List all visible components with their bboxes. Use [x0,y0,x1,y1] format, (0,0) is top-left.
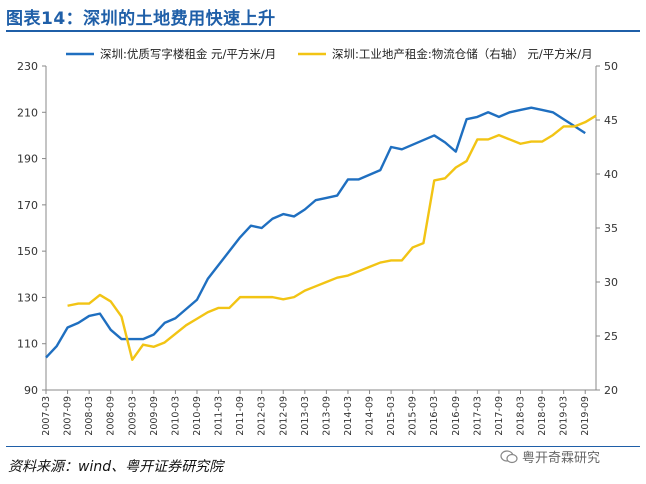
line-chart: 90 110 130 150 170 190 210 230 20 25 30 35 40 45 50 200… [17,47,618,436]
y-left-tick-label: 90 [24,384,38,397]
wechat-icon [500,449,518,463]
x-tick-label: 2017-09 [494,396,505,436]
x-tick-label: 2015-03 [386,396,397,436]
x-tick-label: 2018-09 [537,396,548,436]
y-right-tick-label: 45 [604,114,618,127]
y-left-tick-label: 130 [17,291,38,304]
source-note: 资料来源：wind、粤开证券研究院 [8,459,224,475]
x-tick-label: 2018-03 [516,396,527,436]
title-divider [6,30,640,32]
x-tick-label: 2009-03 [127,396,138,436]
x-tick-label: 2011-03 [214,396,225,436]
y-left-tick-label: 210 [17,106,38,119]
watermark-text: 粤开奇霖研究 [522,451,601,466]
x-tick-label: 2015-09 [408,396,419,436]
x-tick-label: 2014-03 [343,396,354,436]
x-tick-label: 2019-09 [580,396,591,436]
y-right-tick-label: 30 [604,276,618,289]
x-tick-label: 2019-03 [559,396,570,436]
x-tick-label: 2008-09 [106,396,117,436]
y-right-tick-label: 20 [604,384,618,397]
y-left-tick-label: 190 [17,153,38,166]
x-tick-label: 2012-03 [257,396,268,436]
x-tick-label: 2016-09 [451,396,462,436]
x-tick-label: 2010-03 [170,396,181,436]
x-tick-label: 2009-09 [149,396,160,436]
y-right-tick-label: 35 [604,222,618,235]
x-tick-label: 2010-09 [192,396,203,436]
watermark: 粤开奇霖研究 [500,447,600,466]
series-office-rent-line [45,106,586,359]
chart-title: 图表14：深圳的土地费用快速上升 [6,9,276,29]
y-left-tick-label: 170 [17,199,38,212]
chart-legend: 深圳:优质写字楼租金 元/平方米/月 深圳:工业地产租金:物流仓储（右轴） 元/平… [66,47,593,61]
x-tick-label: 2017-03 [472,396,483,436]
x-tick-label: 2007-09 [63,396,74,436]
footer-divider [6,446,640,447]
x-tick-label: 2013-09 [321,396,332,436]
y-left-tick-label: 110 [17,338,38,351]
y-left-tick-label: 150 [17,245,38,258]
x-tick-label: 2013-03 [300,396,311,436]
chart-axes: 90 110 130 150 170 190 210 230 20 25 30 35 40 45 50 200… [17,60,618,436]
y-left-tick-label: 230 [17,60,38,73]
x-tick-label: 2012-09 [278,396,289,436]
y-right-tick-label: 50 [604,60,618,73]
x-tick-label: 2011-09 [235,396,246,436]
series-logistics-rent-line [67,114,597,361]
y-right-tick-label: 40 [604,168,618,181]
x-tick-label: 2014-09 [365,396,376,436]
x-tick-label: 2007-03 [41,396,52,436]
x-tick-label: 2016-03 [429,396,440,436]
legend-label: 深圳:工业地产租金:物流仓储（右轴） 元/平方米/月 [332,47,593,61]
legend-label: 深圳:优质写字楼租金 元/平方米/月 [100,47,276,61]
y-right-tick-label: 25 [604,330,618,343]
chart-lines [45,106,597,361]
x-tick-label: 2008-03 [84,396,95,436]
